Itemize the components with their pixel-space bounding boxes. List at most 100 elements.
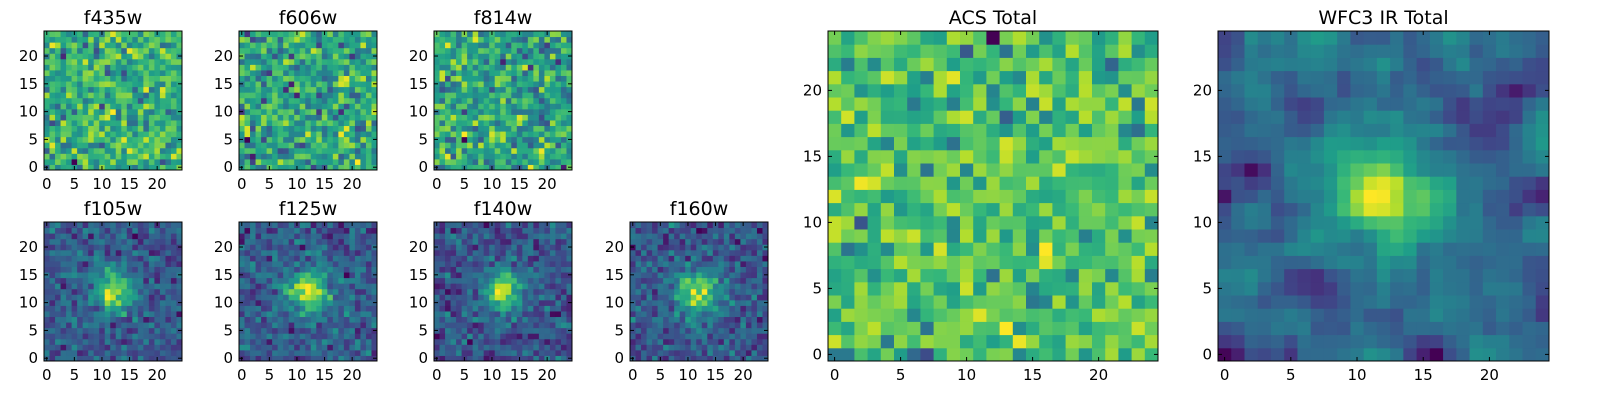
heatmap-cell (250, 249, 257, 256)
heatmap-cell (365, 53, 372, 60)
heatmap-cell (159, 158, 166, 165)
heatmap-cell (439, 31, 446, 38)
heatmap-cell (489, 255, 496, 262)
x-tick-label: 20 (343, 175, 362, 193)
panel-title: f606w (279, 7, 338, 29)
heatmap-cell (371, 153, 378, 160)
heatmap-cell (137, 305, 144, 312)
heatmap-cell (110, 153, 117, 160)
heatmap-cell (60, 142, 67, 149)
heatmap-cell (461, 283, 468, 290)
heatmap-cell (349, 125, 356, 132)
heatmap-cell (657, 288, 664, 295)
heatmap-cell (115, 147, 122, 154)
heatmap-cell (272, 131, 279, 138)
heatmap-cell (544, 344, 551, 351)
heatmap-cell (332, 31, 339, 38)
heatmap-cell (560, 333, 567, 340)
heatmap-cell (729, 266, 736, 273)
heatmap-cell (132, 97, 139, 104)
heatmap-cell (527, 333, 534, 340)
heatmap-cell (143, 299, 150, 306)
heatmap-cell (99, 53, 106, 60)
heatmap-cell (723, 349, 730, 356)
heatmap-cell (657, 277, 664, 284)
heatmap-cell (511, 97, 518, 104)
heatmap-cell (316, 108, 323, 115)
heatmap-cell (126, 316, 133, 323)
heatmap-cell (148, 344, 155, 351)
heatmap-cell (707, 244, 714, 251)
heatmap-cell (121, 158, 128, 165)
heatmap-cell (354, 158, 361, 165)
heatmap-cell (445, 283, 452, 290)
heatmap-cell (354, 255, 361, 262)
heatmap-cell (511, 260, 518, 267)
heatmap-cell (880, 268, 895, 283)
heatmap-cell (261, 355, 268, 362)
heatmap-cell (338, 136, 345, 143)
heatmap-cell (511, 108, 518, 115)
heatmap-cell (450, 131, 457, 138)
heatmap-cell (154, 58, 161, 65)
heatmap-cell (696, 294, 703, 301)
y-tick-label: 5 (28, 321, 38, 339)
heatmap-cell (261, 299, 268, 306)
heatmap-cell (371, 147, 378, 154)
heatmap-cell (82, 277, 89, 284)
heatmap-cell (1052, 281, 1067, 296)
heatmap-cell (745, 238, 752, 245)
heatmap-cell (472, 277, 479, 284)
heatmap-cell (170, 305, 177, 312)
heatmap-cell (445, 316, 452, 323)
heatmap-cell (907, 281, 921, 296)
heatmap-cell (77, 75, 84, 82)
heatmap-cell (527, 86, 534, 93)
panel-title: f140w (474, 198, 533, 220)
heatmap-cell (478, 244, 485, 251)
heatmap-cell (170, 131, 177, 138)
heatmap-cell (305, 260, 312, 267)
heatmap-cell (126, 344, 133, 351)
heatmap-cell (522, 31, 529, 38)
heatmap-cell (538, 338, 545, 345)
heatmap-cell (99, 47, 106, 54)
heatmap-cell (294, 227, 301, 234)
heatmap-cell (99, 81, 106, 88)
heatmap-cell (762, 305, 769, 312)
heatmap-cell (549, 272, 556, 279)
heatmap-cell (283, 272, 290, 279)
heatmap-cell (349, 244, 356, 251)
heatmap-cell (516, 344, 523, 351)
heatmap-cell (439, 81, 446, 88)
heatmap-cell (555, 142, 562, 149)
heatmap-cell (176, 36, 183, 43)
heatmap-cell (126, 86, 133, 93)
heatmap-cell (729, 244, 736, 251)
heatmap-cell (310, 108, 317, 115)
heatmap-cell (663, 310, 670, 318)
heatmap-cell (170, 47, 177, 54)
heatmap-cell (360, 310, 367, 318)
heatmap-cell (494, 344, 501, 351)
heatmap-cell (522, 272, 529, 279)
heatmap-cell (527, 299, 534, 306)
heatmap-cell (718, 238, 725, 245)
heatmap-cell (299, 47, 306, 54)
heatmap-cell (549, 244, 556, 251)
heatmap-cell (505, 316, 512, 323)
heatmap-cell (250, 283, 257, 290)
heatmap-cell (566, 338, 573, 345)
heatmap-cell (354, 119, 361, 127)
heatmap-cell (71, 272, 78, 279)
heatmap-cell (511, 272, 518, 279)
heatmap-cell (93, 153, 100, 160)
heatmap-cell (121, 355, 128, 362)
heatmap-cell (343, 272, 350, 279)
heatmap-cell (439, 316, 446, 323)
heatmap-cell (159, 260, 166, 267)
heatmap-cell (338, 108, 345, 115)
heatmap-cell (516, 47, 523, 54)
heatmap-cell (533, 64, 540, 71)
heatmap-cell (549, 260, 556, 267)
